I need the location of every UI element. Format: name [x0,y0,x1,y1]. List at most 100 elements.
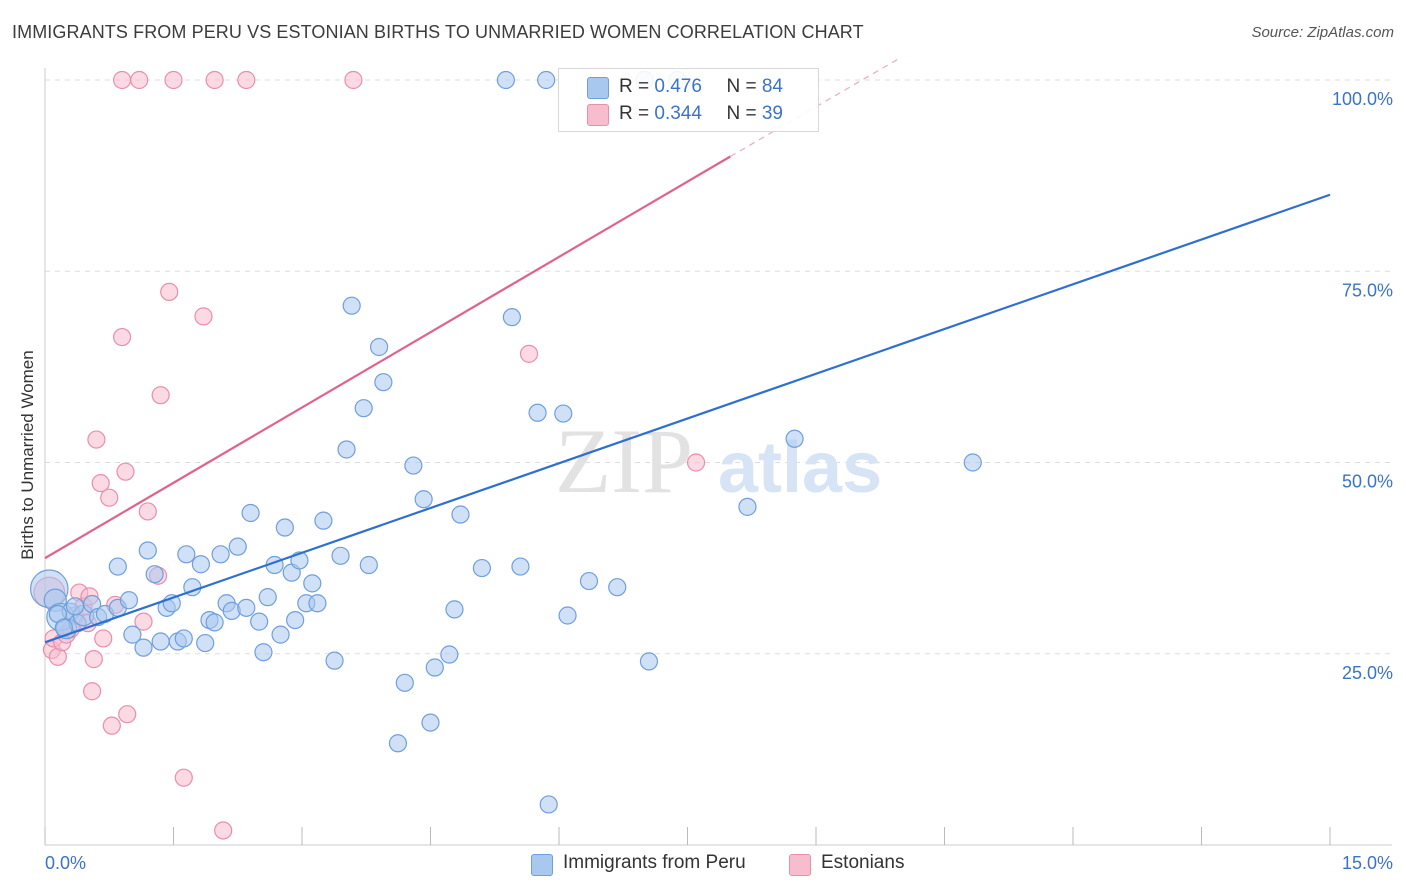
y-tick-label: 50.0% [1342,472,1393,492]
data-point [421,713,440,732]
data-point [138,502,157,521]
n-label: N = [726,76,762,97]
data-point [191,555,211,574]
data-point [342,296,361,315]
data-point [118,705,137,724]
chart-title: IMMIGRANTS FROM PERU VS ESTONIAN BIRTHS … [12,22,864,42]
data-point [102,716,121,735]
data-point [123,625,142,644]
data-point [84,650,103,669]
stats-legend: R = 0.476 N = 84 R = 0.344 N = 39 [558,68,819,132]
data-point [354,399,373,418]
watermark-zip: ZIP [555,410,693,512]
data-point [528,403,547,422]
data-point [388,734,408,753]
y-tick-label: 75.0% [1342,280,1393,300]
data-point [963,453,982,472]
grid-lines [45,79,1392,655]
data-point [537,70,556,90]
x-tick-label: 15.0% [1342,853,1393,873]
data-point [511,557,530,576]
data-point [112,70,132,90]
legend-label: Immigrants from Peru [563,852,746,873]
series-immigrants-from-peru [29,70,982,814]
data-point [554,404,573,423]
n-value: 84 [761,76,783,97]
r-value: 0.476 [654,76,702,97]
data-point [214,821,233,840]
data-point [496,70,515,90]
data-point [87,430,106,449]
data-point [116,462,135,481]
data-point [134,612,153,631]
data-point [254,643,273,662]
data-point [205,70,224,90]
data-point [414,490,433,509]
data-point [237,598,256,617]
data-point [151,632,170,651]
trend-line-peru [44,193,1331,644]
data-point [738,497,757,516]
tick-labels: 25.0% 50.0% 75.0% 100.0% 0.0% 15.0% [45,89,1393,873]
data-point [108,557,127,576]
data-point [241,503,260,523]
y-tick-label: 25.0% [1342,663,1393,683]
data-point [119,591,139,610]
data-point [83,682,102,701]
data-point [130,70,149,90]
peru-swatch [531,854,553,876]
data-point [211,545,230,564]
data-point [164,70,183,90]
data-point [337,440,356,459]
data-point [250,612,269,631]
r-value: 0.344 [654,103,702,124]
data-point [519,344,539,363]
data-point [205,613,224,632]
data-point [65,597,85,616]
data-point [91,474,110,493]
legend-label: Estonians [821,852,905,873]
data-point [160,282,179,302]
data-point [325,651,344,670]
y-axis-label: Births to Unmarried Women [18,350,37,560]
r-label: R = [619,103,655,124]
source-label: Source: ZipAtlas.com [1251,24,1394,41]
data-point [445,600,464,619]
data-point [112,327,132,347]
data-point [174,768,193,787]
data-point [177,545,196,564]
y-tick-label: 100.0% [1332,89,1393,109]
estonians-swatch [789,854,811,876]
watermark: ZIP atlas [555,410,882,512]
n-value: 39 [761,103,783,124]
peru-swatch [587,77,609,99]
data-point [331,546,350,565]
data-point [686,453,706,472]
data-point [344,70,363,90]
axes [44,68,1392,846]
data-point [100,488,119,507]
data-point [558,606,577,625]
data-point [359,555,378,575]
data-point [639,652,659,671]
data-point [395,673,414,692]
data-point [314,511,333,530]
data-point [174,629,193,648]
data-point [275,518,294,537]
data-point [196,633,215,653]
data-point [404,456,423,475]
data-point [785,429,804,448]
data-point [271,625,290,644]
series-legend: Immigrants from Peru Estonians [0,851,1406,879]
data-point [194,307,213,326]
data-point [237,70,256,90]
data-point [138,541,157,560]
data-point [502,308,521,327]
data-point [145,565,164,584]
data-point [579,571,599,591]
data-point [425,658,444,677]
x-tick-label: 0.0% [45,853,86,873]
n-label: N = [726,103,762,124]
data-point [94,629,113,648]
